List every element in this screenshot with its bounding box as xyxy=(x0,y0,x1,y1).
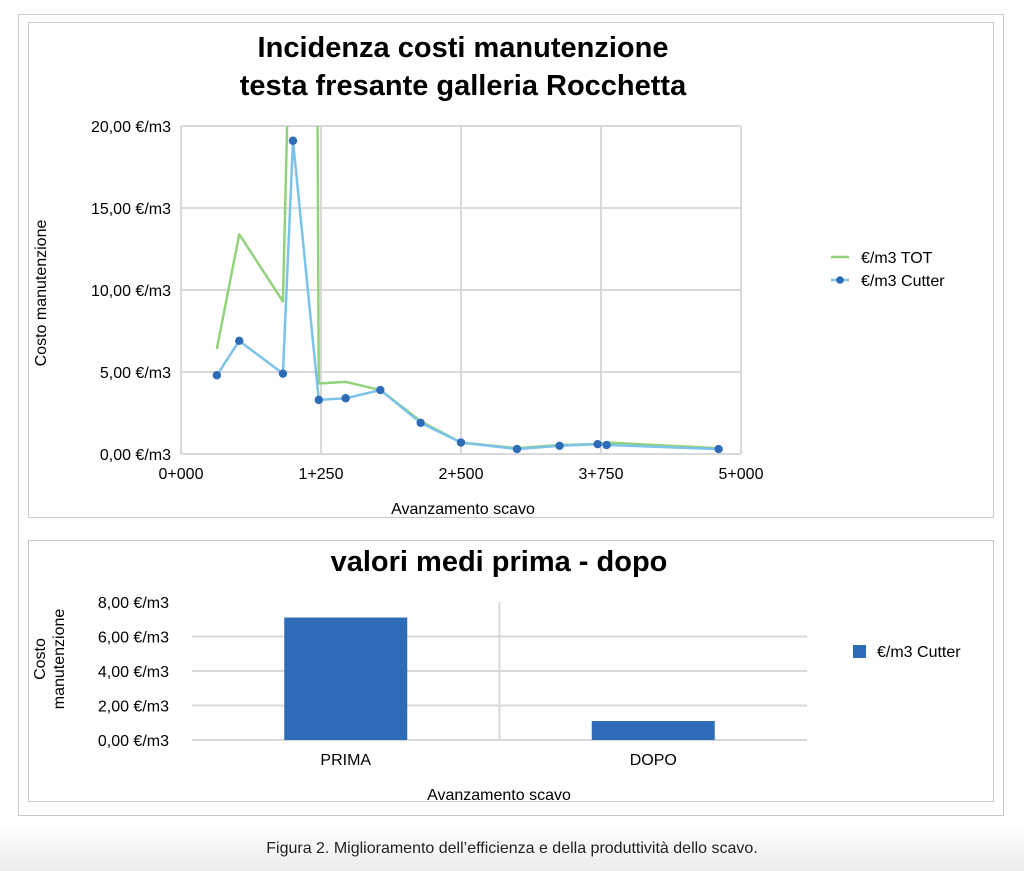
bar-chart-panel: valori medi prima - dopo 0,00 €/m3 2,00 €… xyxy=(28,540,994,804)
chart2-x-tick-label: DOPO xyxy=(630,752,677,769)
figure-caption: Figura 2. Miglioramento dell’efficienza … xyxy=(266,840,758,857)
data-point-cutter xyxy=(555,441,564,450)
chart2-y-tick-label: 0,00 €/m3 xyxy=(98,733,169,750)
chart2-y-axis-label-line2: manutenzione xyxy=(51,609,68,710)
line-chart-panel: Incidenza costi manutenzione testa fresa… xyxy=(28,22,994,518)
data-point-cutter xyxy=(416,418,425,428)
data-point-cutter xyxy=(341,394,350,403)
data-point-cutter xyxy=(235,336,244,346)
chart1-x-tick-label: 1+250 xyxy=(299,466,344,483)
legend-marker-cutter xyxy=(836,276,844,284)
chart1-y-tick-label: 5,00 €/m3 xyxy=(100,365,171,382)
chart1-y-tick-label: 0,00 €/m3 xyxy=(100,447,171,464)
bar-dopo xyxy=(591,721,715,740)
data-point-cutter xyxy=(593,439,602,449)
bar-prima xyxy=(284,617,408,740)
data-point-cutter xyxy=(212,371,222,380)
data-point-cutter xyxy=(314,395,323,405)
chart2-y-tick-label: 8,00 €/m3 xyxy=(98,595,169,612)
chart1-x-tick-label: 3+750 xyxy=(579,466,624,483)
legend-label-cutter-bar: €/m3 Cutter xyxy=(877,644,961,661)
chart1-y-tick-label: 15,00 €/m3 xyxy=(91,201,171,218)
chart2-y-tick-label: 2,00 €/m3 xyxy=(98,699,169,716)
data-point-cutter xyxy=(512,444,522,454)
page-footer-band xyxy=(0,824,1024,871)
chart1-y-tick-label: 10,00 €/m3 xyxy=(91,283,171,300)
chart2-y-tick-label: 4,00 €/m3 xyxy=(98,664,169,681)
data-point-cutter xyxy=(376,385,385,395)
bar-chart: valori medi prima - dopo 0,00 €/m3 2,00 €… xyxy=(32,546,961,804)
chart1-title-line2: testa fresante galleria Rocchetta xyxy=(240,70,687,102)
chart1-x-tick-label: 2+500 xyxy=(439,466,484,483)
legend-label-cutter: €/m3 Cutter xyxy=(861,273,945,290)
chart2-y-tick-label: 6,00 €/m3 xyxy=(98,630,169,647)
chart1-y-axis-label: Costo manutenzione xyxy=(33,220,50,367)
data-point-cutter xyxy=(288,136,298,145)
chart1-title-line1: Incidenza costi manutenzione xyxy=(258,32,669,64)
series-line-cutter xyxy=(215,139,719,451)
chart1-x-axis-label: Avanzamento scavo xyxy=(391,501,535,517)
chart1-y-tick-label: 20,00 €/m3 xyxy=(91,119,171,136)
line-chart: Incidenza costi manutenzione testa fresa… xyxy=(33,32,945,518)
chart2-legend: €/m3 Cutter xyxy=(853,644,961,661)
chart2-x-tick-label: PRIMA xyxy=(320,752,371,769)
chart1-legend: €/m3 TOT €/m3 Cutter xyxy=(831,250,945,290)
chart2-title: valori medi prima - dopo xyxy=(331,546,668,578)
data-point-cutter xyxy=(714,444,723,454)
data-point-cutter xyxy=(602,440,611,450)
data-point-cutter xyxy=(456,438,466,447)
data-point-cutter xyxy=(278,369,288,378)
legend-label-tot: €/m3 TOT xyxy=(861,250,933,267)
chart2-y-axis-label-line1: Costo xyxy=(32,638,49,680)
chart2-x-axis-label: Avanzamento scavo xyxy=(427,787,571,801)
chart1-x-tick-label: 5+000 xyxy=(719,466,764,483)
chart1-x-tick-label: 0+000 xyxy=(159,466,204,483)
legend-swatch-cutter-bar xyxy=(853,645,866,658)
